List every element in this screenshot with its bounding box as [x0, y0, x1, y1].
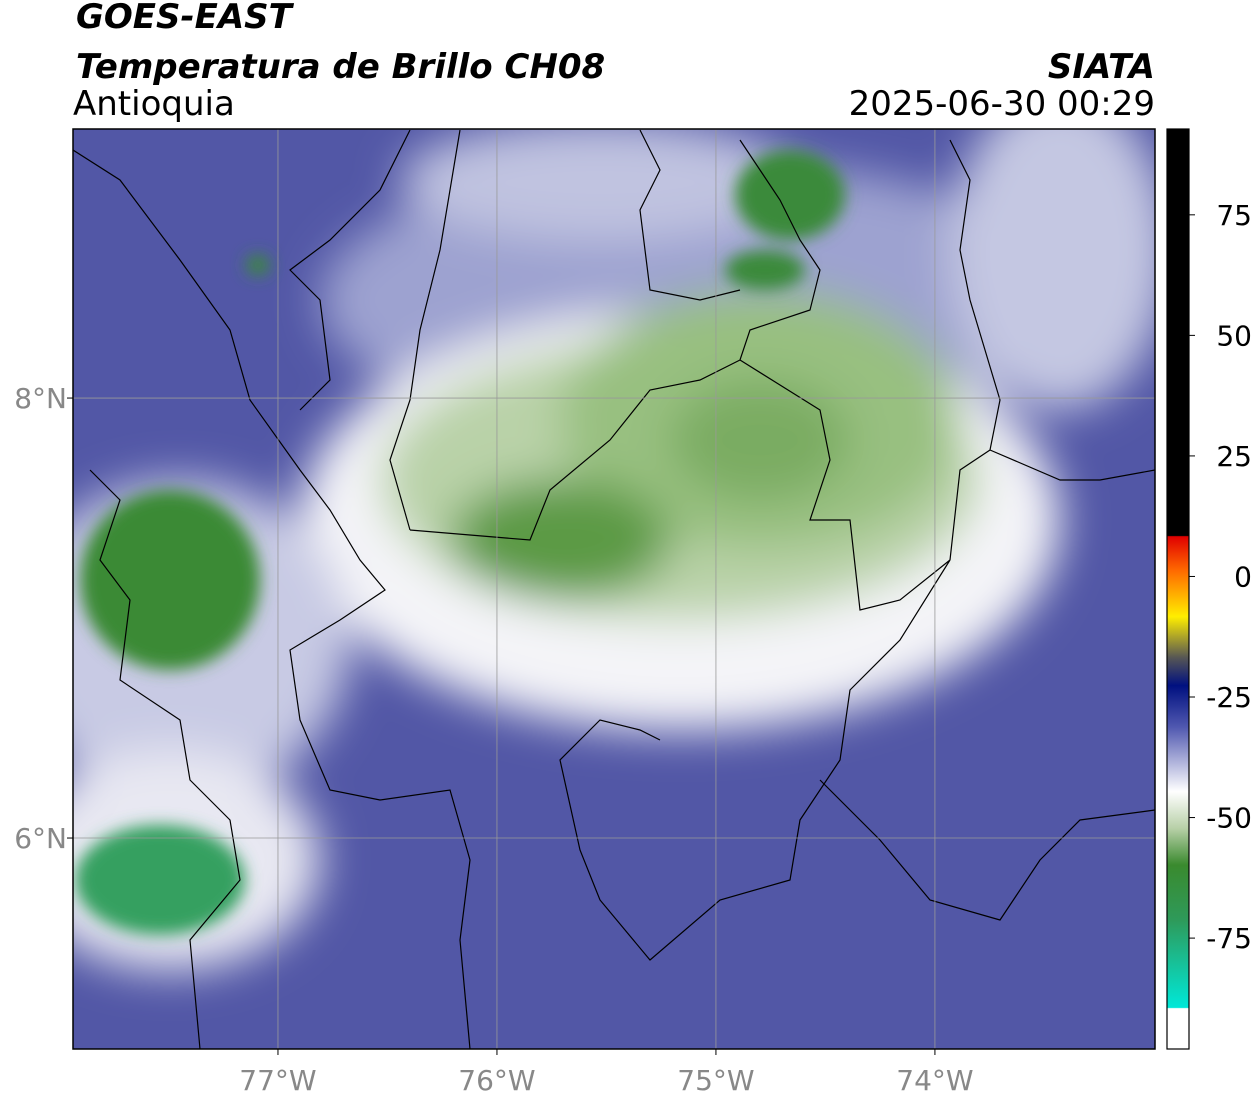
x-tick-label: 75°W	[677, 1064, 754, 1097]
graticule: 77°W 76°W 75°W 74°W 8°N 6°N	[14, 129, 1155, 1097]
subtitle: Temperatura de Brillo CH08	[76, 47, 605, 87]
colorbar-tick-label: -50	[1206, 802, 1252, 835]
y-tick-label: 6°N	[14, 822, 67, 855]
map-frame	[72, 128, 1156, 1050]
colorbar-tick-label: -25	[1206, 681, 1252, 714]
satellite-image	[73, 129, 1155, 1049]
x-tick-label: 77°W	[239, 1064, 316, 1097]
x-tick-label: 74°W	[896, 1064, 973, 1097]
source: SIATA	[1048, 47, 1155, 87]
colorbar-tick-label: 50	[1216, 319, 1252, 352]
colorbar	[1166, 128, 1190, 1050]
datetime: 2025-06-30 00:29	[849, 84, 1155, 124]
region: Antioquia	[73, 84, 235, 124]
colorbar-tick-label: 25	[1216, 440, 1252, 473]
colorbar-ticks: 75 50 25 0 -25 -50 -75	[1189, 199, 1252, 955]
y-tick-label: 8°N	[14, 382, 67, 415]
colorbar-tick-label: -75	[1206, 922, 1252, 955]
colorbar-tick-label: 75	[1216, 199, 1252, 232]
title: GOES-EAST	[76, 0, 295, 37]
x-tick-label: 76°W	[458, 1064, 535, 1097]
colorbar-tick-label: 0	[1234, 560, 1252, 593]
